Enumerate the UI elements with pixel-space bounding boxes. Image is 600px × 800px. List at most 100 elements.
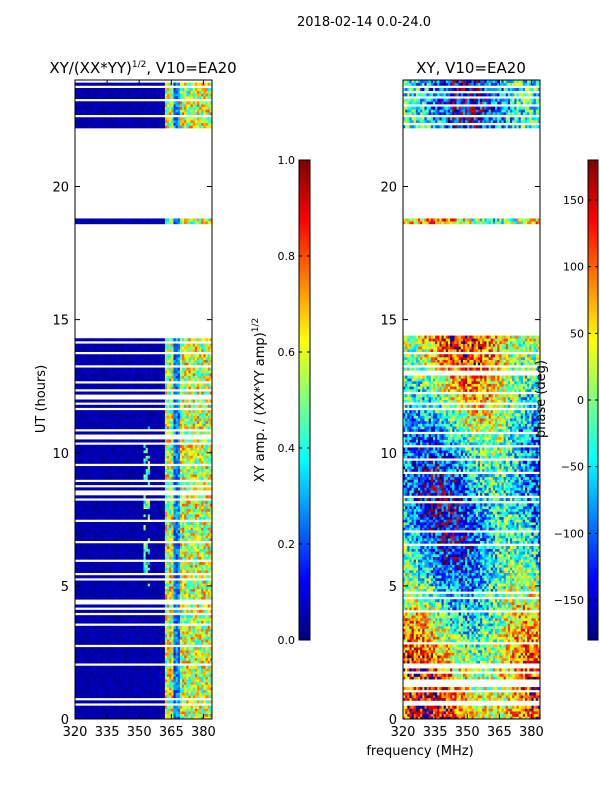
heat-cell <box>145 708 149 712</box>
heat-cell <box>81 529 84 534</box>
heat-cell <box>162 575 166 579</box>
heat-cell <box>124 615 127 619</box>
heat-cell <box>192 567 196 571</box>
heat-cell <box>194 583 198 587</box>
heat-cell <box>158 521 162 526</box>
heat-cell <box>192 487 196 491</box>
heat-cell <box>77 460 80 464</box>
heat-cell <box>203 524 206 528</box>
heat-cell <box>102 508 106 512</box>
heat-cell <box>160 593 164 597</box>
heat-cell <box>145 513 149 518</box>
heat-cell <box>79 521 82 526</box>
heat-cell <box>79 585 82 589</box>
heat-cell <box>119 652 123 656</box>
heat-cell <box>85 660 89 664</box>
heat-cell <box>154 641 157 645</box>
heat-cell <box>197 708 200 712</box>
heat-cell <box>152 460 155 464</box>
heat-cell <box>147 532 151 536</box>
heat-cell <box>111 561 114 565</box>
heat-cell <box>209 521 212 526</box>
heat-cell <box>94 458 97 462</box>
heat-cell <box>104 655 108 659</box>
heat-cell <box>179 516 183 520</box>
heat-cell <box>122 529 125 534</box>
heat-cell <box>96 580 99 584</box>
heat-cell <box>104 700 108 704</box>
heat-cell <box>175 700 179 704</box>
heat-cell <box>137 543 140 547</box>
heat-cell <box>75 617 78 621</box>
heat-cell <box>141 631 144 635</box>
heat-cell <box>145 466 149 470</box>
heat-cell <box>98 503 102 507</box>
heat-cell <box>113 668 117 672</box>
heat-cell <box>190 580 194 584</box>
heat-cell <box>177 535 181 539</box>
heat-cell <box>164 679 168 683</box>
heat-cell <box>203 471 206 475</box>
heat-cell <box>117 668 121 672</box>
heat-cell <box>102 551 106 555</box>
heat-cell <box>134 596 138 600</box>
heat-cell <box>160 567 164 571</box>
heat-cell <box>184 569 187 573</box>
heat-cell <box>137 609 140 613</box>
heat-cell <box>119 716 123 719</box>
heat-cell <box>207 511 211 515</box>
heat-cell <box>188 620 191 624</box>
heat-cell <box>128 580 132 584</box>
heat-cell <box>207 684 211 688</box>
heat-cell <box>75 468 78 472</box>
heat-cell <box>122 583 125 587</box>
heat-cell <box>128 668 132 672</box>
heat-cell <box>132 665 136 669</box>
heat-cell <box>190 695 194 699</box>
heat-cell <box>126 671 129 675</box>
heat-cell <box>197 532 200 536</box>
heat-cell <box>147 689 151 693</box>
heat-cell <box>175 641 179 645</box>
heat-cell <box>149 569 153 573</box>
heat-cell <box>156 620 159 624</box>
heat-cell <box>122 705 125 709</box>
heat-cell <box>162 458 166 462</box>
heat-cell <box>203 671 206 675</box>
heat-cell <box>87 593 91 597</box>
heat-cell <box>145 458 149 462</box>
heat-cell <box>188 543 191 547</box>
heat-cell <box>205 567 209 571</box>
heat-cell <box>134 474 138 478</box>
heat-cell <box>182 695 185 699</box>
heat-cell <box>107 625 110 629</box>
heat-cell <box>141 620 144 624</box>
heat-cell <box>186 508 189 512</box>
heat-cell <box>139 511 142 515</box>
heat-cell <box>96 506 99 510</box>
heat-cell <box>111 620 114 624</box>
heat-cell <box>134 628 138 632</box>
heat-cell <box>173 660 177 664</box>
heat-cell <box>149 711 153 715</box>
heat-cell <box>85 639 89 643</box>
heat-cell <box>117 529 121 534</box>
heat-cell <box>207 657 211 661</box>
heat-cell <box>173 569 177 573</box>
heat-cell <box>111 681 114 685</box>
heat-cell <box>149 537 153 542</box>
heat-cell <box>119 495 123 499</box>
heat-cell <box>100 708 104 712</box>
heat-cell <box>130 561 134 565</box>
heat-cell <box>141 657 144 661</box>
heat-cell <box>152 508 155 512</box>
heat-cell <box>126 532 129 536</box>
heat-cell <box>117 561 121 565</box>
heat-cell <box>102 527 106 531</box>
heat-cell <box>184 511 187 515</box>
heat-cell <box>186 545 189 549</box>
heat-cell <box>122 708 125 712</box>
heat-cell <box>115 516 119 520</box>
heat-cell <box>199 676 202 680</box>
heat-cell <box>89 471 93 475</box>
